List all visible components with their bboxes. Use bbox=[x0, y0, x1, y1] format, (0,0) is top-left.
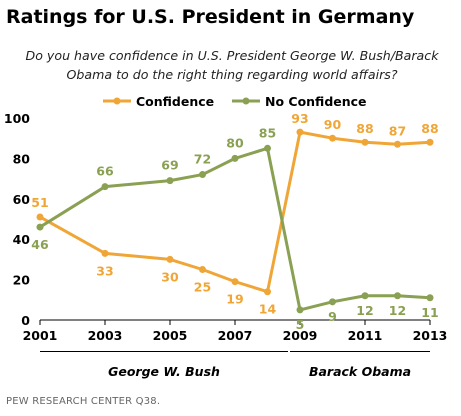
data-point bbox=[264, 144, 271, 152]
era-label-bush: George W. Bush bbox=[108, 364, 220, 379]
data-label-no-confidence: 69 bbox=[161, 158, 178, 173]
data-point bbox=[329, 134, 336, 142]
data-label-confidence: 19 bbox=[226, 292, 243, 307]
data-point bbox=[394, 140, 401, 148]
data-label-no-confidence: 72 bbox=[194, 152, 211, 167]
data-label-no-confidence: 85 bbox=[259, 125, 276, 140]
data-label-confidence: 90 bbox=[324, 117, 342, 132]
data-point bbox=[394, 292, 401, 300]
data-point bbox=[36, 213, 44, 221]
x-tick-label: 2011 bbox=[348, 328, 383, 343]
data-point bbox=[296, 128, 304, 136]
y-tick-label: 60 bbox=[13, 192, 31, 207]
x-tick-label: 2013 bbox=[413, 328, 448, 343]
data-label-confidence: 88 bbox=[421, 121, 438, 136]
data-point bbox=[361, 138, 369, 146]
x-tick-label: 2009 bbox=[283, 328, 318, 343]
x-tick-label: 2005 bbox=[153, 328, 188, 343]
legend-swatch-marker bbox=[242, 97, 250, 105]
data-point bbox=[101, 249, 109, 257]
data-label-confidence: 30 bbox=[161, 269, 179, 284]
data-point bbox=[329, 298, 336, 306]
chart-title: Ratings for U.S. President in Germany bbox=[6, 6, 415, 28]
legend-swatch-marker bbox=[113, 97, 121, 105]
data-point bbox=[199, 266, 206, 273]
y-tick-label: 100 bbox=[4, 111, 30, 126]
era-divider-bush bbox=[40, 351, 288, 352]
y-tick-label: 40 bbox=[13, 232, 31, 247]
data-point bbox=[231, 154, 239, 162]
data-point bbox=[166, 255, 174, 263]
data-label-confidence: 93 bbox=[291, 111, 308, 126]
data-label-confidence: 14 bbox=[259, 302, 277, 317]
data-point bbox=[426, 294, 434, 302]
data-point bbox=[296, 306, 304, 314]
chart-subtitle: Do you have confidence in U.S. President… bbox=[25, 48, 439, 82]
data-label-no-confidence: 80 bbox=[226, 135, 244, 150]
data-point bbox=[264, 288, 271, 296]
data-label-no-confidence: 12 bbox=[389, 303, 406, 318]
data-label-no-confidence: 66 bbox=[96, 164, 114, 179]
data-point bbox=[199, 171, 206, 179]
data-label-confidence: 87 bbox=[389, 123, 406, 138]
legend-label: Confidence bbox=[136, 94, 214, 109]
x-tick-label: 2001 bbox=[23, 328, 58, 343]
y-tick-label: 20 bbox=[13, 273, 31, 288]
data-label-no-confidence: 9 bbox=[328, 309, 337, 324]
data-label-confidence: 25 bbox=[194, 280, 211, 295]
data-point bbox=[166, 177, 174, 185]
source-note: PEW RESEARCH CENTER Q38. bbox=[6, 396, 161, 407]
data-label-confidence: 51 bbox=[31, 195, 48, 210]
data-point bbox=[231, 278, 239, 286]
era-label-obama: Barack Obama bbox=[308, 364, 412, 379]
data-label-no-confidence: 12 bbox=[356, 303, 373, 318]
data-label-confidence: 33 bbox=[96, 263, 113, 278]
data-label-no-confidence: 11 bbox=[421, 305, 438, 320]
era-divider-obama bbox=[290, 351, 430, 352]
data-label-no-confidence: 5 bbox=[296, 317, 305, 332]
y-tick-label: 0 bbox=[21, 313, 30, 328]
data-point bbox=[101, 183, 109, 191]
data-label-confidence: 88 bbox=[356, 121, 373, 136]
x-tick-label: 2003 bbox=[88, 328, 123, 343]
data-point bbox=[426, 138, 434, 146]
data-point bbox=[361, 292, 369, 300]
y-tick-label: 80 bbox=[13, 151, 31, 166]
data-label-no-confidence: 46 bbox=[31, 237, 49, 252]
data-point bbox=[36, 223, 44, 231]
x-tick-label: 2007 bbox=[218, 328, 253, 343]
legend-label: No Confidence bbox=[265, 94, 367, 109]
